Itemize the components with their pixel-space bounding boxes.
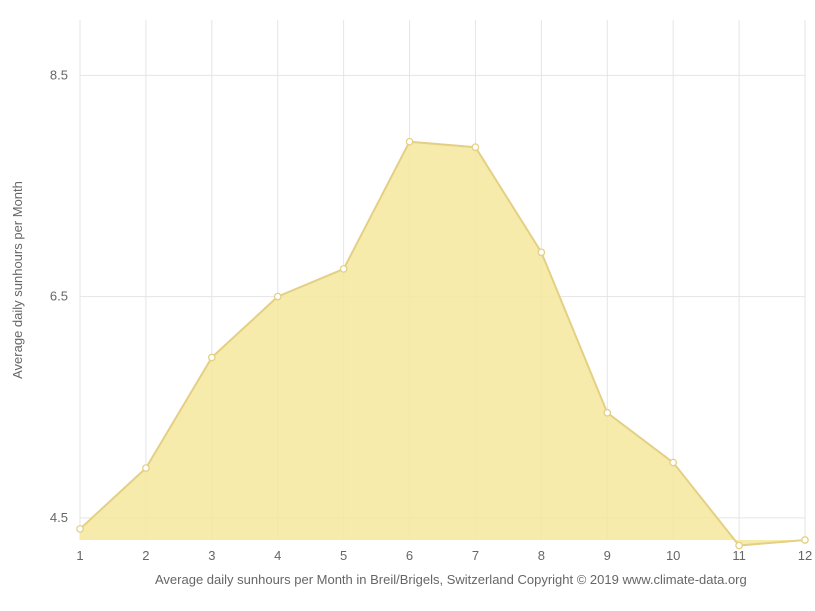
svg-text:4.5: 4.5 — [50, 510, 68, 525]
svg-text:11: 11 — [732, 548, 746, 563]
svg-text:12: 12 — [798, 548, 812, 563]
y-axis-title: Average daily sunhours per Month — [10, 181, 25, 379]
svg-text:6: 6 — [406, 548, 413, 563]
chart-container: 1234567891011124.56.58.5Average daily su… — [0, 0, 815, 611]
svg-text:8.5: 8.5 — [50, 67, 68, 82]
chart-caption: Average daily sunhours per Month in Brei… — [155, 572, 747, 587]
svg-text:5: 5 — [340, 548, 347, 563]
svg-text:4: 4 — [274, 548, 281, 563]
svg-text:6.5: 6.5 — [50, 289, 68, 304]
svg-text:3: 3 — [208, 548, 215, 563]
svg-text:7: 7 — [472, 548, 479, 563]
svg-text:8: 8 — [538, 548, 545, 563]
svg-text:10: 10 — [666, 548, 680, 563]
svg-text:1: 1 — [76, 548, 83, 563]
svg-text:9: 9 — [604, 548, 611, 563]
chart-svg: 1234567891011124.56.58.5Average daily su… — [0, 0, 815, 611]
svg-text:2: 2 — [142, 548, 149, 563]
